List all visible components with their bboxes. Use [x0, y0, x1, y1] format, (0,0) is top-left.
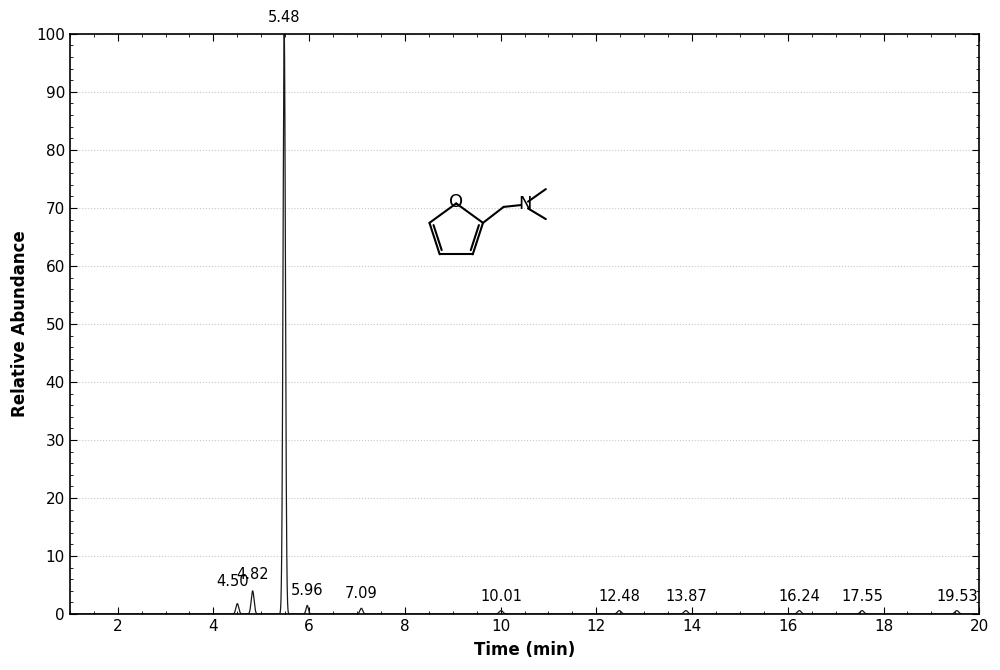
Text: 5.48: 5.48 — [268, 10, 300, 25]
Text: 17.55: 17.55 — [841, 589, 883, 604]
Text: 4.50: 4.50 — [216, 574, 249, 589]
Y-axis label: Relative Abundance: Relative Abundance — [11, 230, 29, 417]
Text: 16.24: 16.24 — [778, 589, 820, 604]
Text: 19.53: 19.53 — [936, 589, 978, 604]
Text: O: O — [449, 194, 463, 212]
Text: 7.09: 7.09 — [345, 586, 378, 601]
Text: 12.48: 12.48 — [598, 589, 640, 604]
Text: 4.82: 4.82 — [236, 567, 269, 582]
Text: N: N — [518, 195, 532, 213]
Text: 5.96: 5.96 — [291, 584, 323, 598]
Text: 10.01: 10.01 — [480, 589, 522, 604]
X-axis label: Time (min): Time (min) — [474, 641, 575, 659]
Text: 13.87: 13.87 — [665, 589, 707, 604]
